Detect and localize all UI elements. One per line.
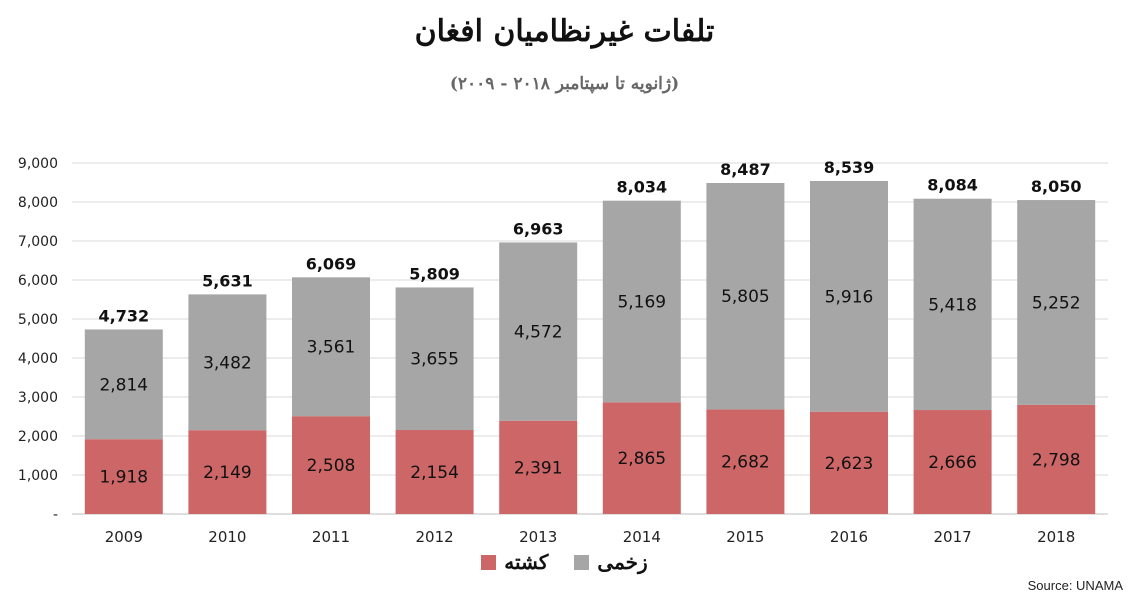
bar-wounded [706,183,785,410]
legend-item-killed: کشته [481,550,548,574]
total-label: 5,631 [202,271,253,290]
data-label-killed: 2,666 [928,453,977,473]
bar-wounded [395,287,474,430]
total-label: 6,069 [306,254,357,273]
x-tick-label: 2018 [1037,528,1075,546]
bar-killed [1017,404,1096,514]
legend-label-killed: کشته [504,550,549,574]
y-tick-label: 6,000 [18,273,58,289]
data-label-killed: 2,391 [514,458,563,478]
bar-killed [395,429,474,514]
data-label-wounded: 5,252 [1032,293,1081,313]
data-label-killed: 1,918 [99,468,148,488]
x-tick-label: 2016 [830,528,868,546]
y-tick-label: - [53,507,58,523]
data-label-wounded: 5,805 [721,287,770,307]
chart-title: تلفات غیرنظامیان افغان [414,14,715,49]
legend-item-wounded: زخمی [574,550,648,574]
y-tick-label: 9,000 [18,156,58,172]
x-tick-label: 2012 [416,528,454,546]
x-tick-label: 2011 [312,528,350,546]
bar-wounded [913,198,992,411]
data-label-wounded: 4,572 [514,323,563,343]
bar-wounded [1017,200,1096,405]
data-label-killed: 2,682 [721,453,770,473]
data-label-wounded: 5,418 [928,295,977,315]
x-tick-label: 2009 [105,528,143,546]
bar-killed [810,411,888,514]
data-label-killed: 2,623 [825,454,874,474]
total-label: 4,732 [98,306,149,325]
x-tick-label: 2014 [623,528,661,546]
legend-label-wounded: زخمی [597,550,648,574]
y-tick-label: 1,000 [18,468,58,484]
data-label-wounded: 5,169 [617,292,666,312]
bar-wounded [188,294,267,431]
bar-wounded [810,180,888,412]
source-note: Source: UNAMA [1027,578,1123,593]
bar-wounded [84,329,163,440]
y-tick-label: 3,000 [18,390,58,406]
bar-wounded [292,277,370,417]
y-tick-label: 5,000 [18,312,58,328]
x-tick-label: 2017 [934,528,972,546]
bar-killed [602,402,681,514]
data-label-wounded: 2,814 [99,375,148,395]
data-label-killed: 2,798 [1032,450,1081,470]
chart-subtitle: (ژانویه تا سپتامبر ۲۰۱۸ - ۲۰۰۹) [449,74,680,94]
data-label-wounded: 3,655 [410,350,459,370]
bar-killed [292,416,370,514]
bar-wounded [602,200,681,403]
bar-wounded [499,242,578,421]
legend-swatch-wounded [574,554,590,570]
x-tick-label: 2013 [519,528,557,546]
total-label: 8,539 [824,158,875,177]
y-tick-label: 7,000 [18,234,58,250]
data-label-killed: 2,154 [410,463,459,483]
x-tick-label: 2010 [208,528,246,546]
y-tick-label: 2,000 [18,429,58,445]
bar-killed [499,420,578,514]
legend-swatch-killed [481,554,497,570]
bar-killed [706,409,785,514]
y-tick-label: 8,000 [18,195,58,211]
data-label-wounded: 3,561 [307,338,356,358]
data-label-killed: 2,149 [203,463,252,483]
data-label-wounded: 5,916 [825,287,874,307]
total-label: 8,050 [1031,177,1082,196]
bar-killed [188,430,267,514]
y-tick-label: 4,000 [18,351,58,367]
bar-killed [913,410,992,514]
data-label-wounded: 3,482 [203,353,252,373]
total-label: 6,963 [513,219,564,238]
total-label: 5,809 [409,264,460,283]
total-label: 8,487 [720,160,771,179]
bar-killed [84,439,163,514]
chart-legend: کشته زخمی [0,550,1129,575]
data-label-killed: 2,508 [307,456,356,476]
total-label: 8,034 [616,178,667,197]
total-label: 8,084 [927,176,978,195]
x-tick-label: 2015 [726,528,764,546]
data-label-killed: 2,865 [617,449,666,469]
